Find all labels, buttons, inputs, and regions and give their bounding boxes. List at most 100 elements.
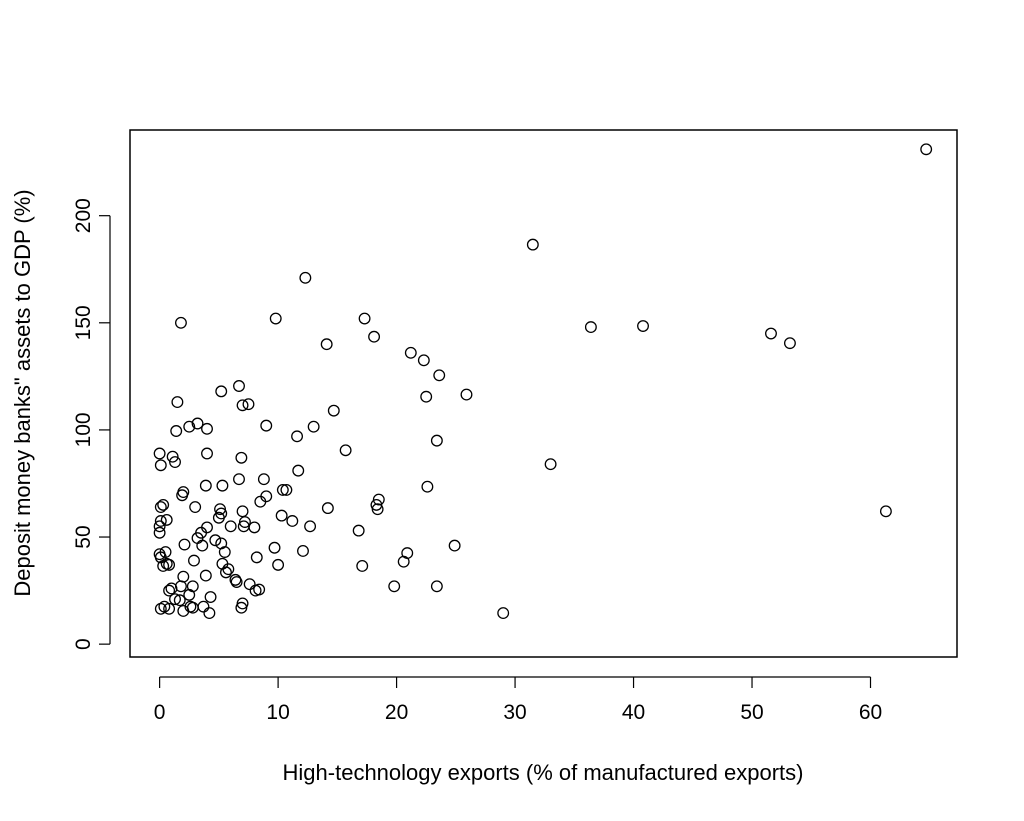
data-point bbox=[191, 417, 204, 430]
data-point bbox=[154, 459, 167, 472]
data-point bbox=[339, 444, 352, 457]
data-point bbox=[292, 464, 305, 477]
data-point bbox=[430, 434, 443, 447]
y-tick-label: 0 bbox=[72, 638, 95, 650]
data-point bbox=[178, 538, 191, 551]
data-point bbox=[201, 521, 213, 534]
data-point bbox=[327, 404, 340, 417]
data-point bbox=[243, 578, 256, 591]
data-point bbox=[154, 501, 167, 513]
data-point bbox=[286, 515, 299, 527]
data-point bbox=[216, 479, 229, 492]
data-point bbox=[233, 473, 245, 486]
data-point bbox=[372, 493, 385, 506]
data-point bbox=[544, 458, 557, 471]
data-point bbox=[153, 526, 166, 539]
x-axis: 0 10 20 30 40 50 60 bbox=[154, 676, 882, 724]
data-point bbox=[230, 576, 243, 588]
data-point bbox=[307, 420, 320, 433]
data-point bbox=[584, 321, 597, 334]
data-point bbox=[304, 520, 317, 533]
plot-frame bbox=[129, 129, 958, 658]
data-point bbox=[224, 520, 237, 533]
data-point bbox=[260, 490, 273, 503]
data-point bbox=[204, 591, 217, 603]
data-point bbox=[275, 509, 288, 522]
data-point bbox=[321, 502, 334, 515]
data-point bbox=[242, 398, 255, 411]
data-point bbox=[153, 520, 166, 533]
data-point bbox=[183, 420, 196, 433]
data-point bbox=[235, 451, 248, 464]
data-point bbox=[153, 447, 166, 460]
data-point bbox=[199, 479, 212, 492]
data-point bbox=[637, 320, 649, 332]
data-points bbox=[153, 143, 933, 620]
data-point bbox=[272, 558, 285, 571]
x-tick-label: 20 bbox=[385, 701, 408, 724]
data-point bbox=[236, 597, 249, 610]
data-point bbox=[236, 505, 249, 518]
data-point bbox=[250, 551, 263, 564]
data-point bbox=[157, 498, 170, 511]
x-tick-label: 60 bbox=[859, 701, 882, 724]
data-point bbox=[170, 425, 183, 437]
data-point bbox=[765, 327, 777, 340]
data-point bbox=[201, 422, 213, 435]
data-point bbox=[356, 560, 369, 572]
data-point bbox=[199, 569, 212, 582]
data-point bbox=[215, 385, 228, 398]
data-point bbox=[297, 545, 309, 557]
data-point bbox=[174, 580, 187, 593]
data-point bbox=[197, 600, 210, 613]
y-axis: 0 50 100 150 200 bbox=[72, 198, 111, 650]
data-point bbox=[171, 396, 184, 409]
x-tick-label: 0 bbox=[154, 701, 166, 724]
data-point bbox=[299, 271, 312, 284]
x-tick-label: 40 bbox=[622, 701, 645, 724]
data-point bbox=[166, 450, 179, 463]
data-point bbox=[430, 580, 443, 593]
data-point bbox=[163, 584, 176, 597]
y-axis-label: Deposit money banks" assets to GDP (%) bbox=[10, 189, 35, 596]
data-point bbox=[203, 607, 216, 620]
data-point bbox=[196, 539, 209, 552]
data-point bbox=[448, 539, 461, 552]
data-point bbox=[218, 546, 231, 558]
data-point bbox=[189, 501, 202, 513]
data-point bbox=[783, 337, 796, 350]
y-tick-label: 200 bbox=[72, 198, 95, 233]
data-point bbox=[188, 554, 200, 567]
data-point bbox=[253, 583, 266, 596]
data-point bbox=[358, 312, 371, 325]
x-tick-label: 50 bbox=[740, 701, 763, 724]
data-point bbox=[497, 607, 510, 620]
y-tick-label: 50 bbox=[72, 525, 95, 548]
data-point bbox=[174, 316, 187, 329]
data-point bbox=[276, 483, 289, 496]
data-point bbox=[220, 566, 232, 579]
y-tick-label: 150 bbox=[72, 305, 95, 340]
data-point bbox=[163, 602, 176, 615]
data-point bbox=[388, 580, 401, 593]
x-tick-label: 30 bbox=[503, 701, 526, 724]
y-tick-label: 100 bbox=[72, 412, 95, 447]
data-point bbox=[371, 503, 384, 516]
data-point bbox=[920, 143, 933, 156]
data-point bbox=[165, 582, 178, 595]
data-point bbox=[238, 516, 251, 528]
data-point bbox=[352, 524, 365, 537]
data-point bbox=[420, 390, 433, 403]
data-point bbox=[159, 546, 172, 558]
data-point bbox=[160, 513, 173, 526]
data-point bbox=[169, 456, 181, 469]
data-point bbox=[879, 505, 892, 518]
data-point bbox=[401, 547, 414, 560]
data-point bbox=[526, 238, 539, 251]
data-point bbox=[417, 354, 430, 367]
data-point bbox=[460, 388, 473, 401]
data-point bbox=[433, 369, 446, 382]
data-point bbox=[291, 430, 304, 443]
data-point bbox=[280, 483, 293, 496]
